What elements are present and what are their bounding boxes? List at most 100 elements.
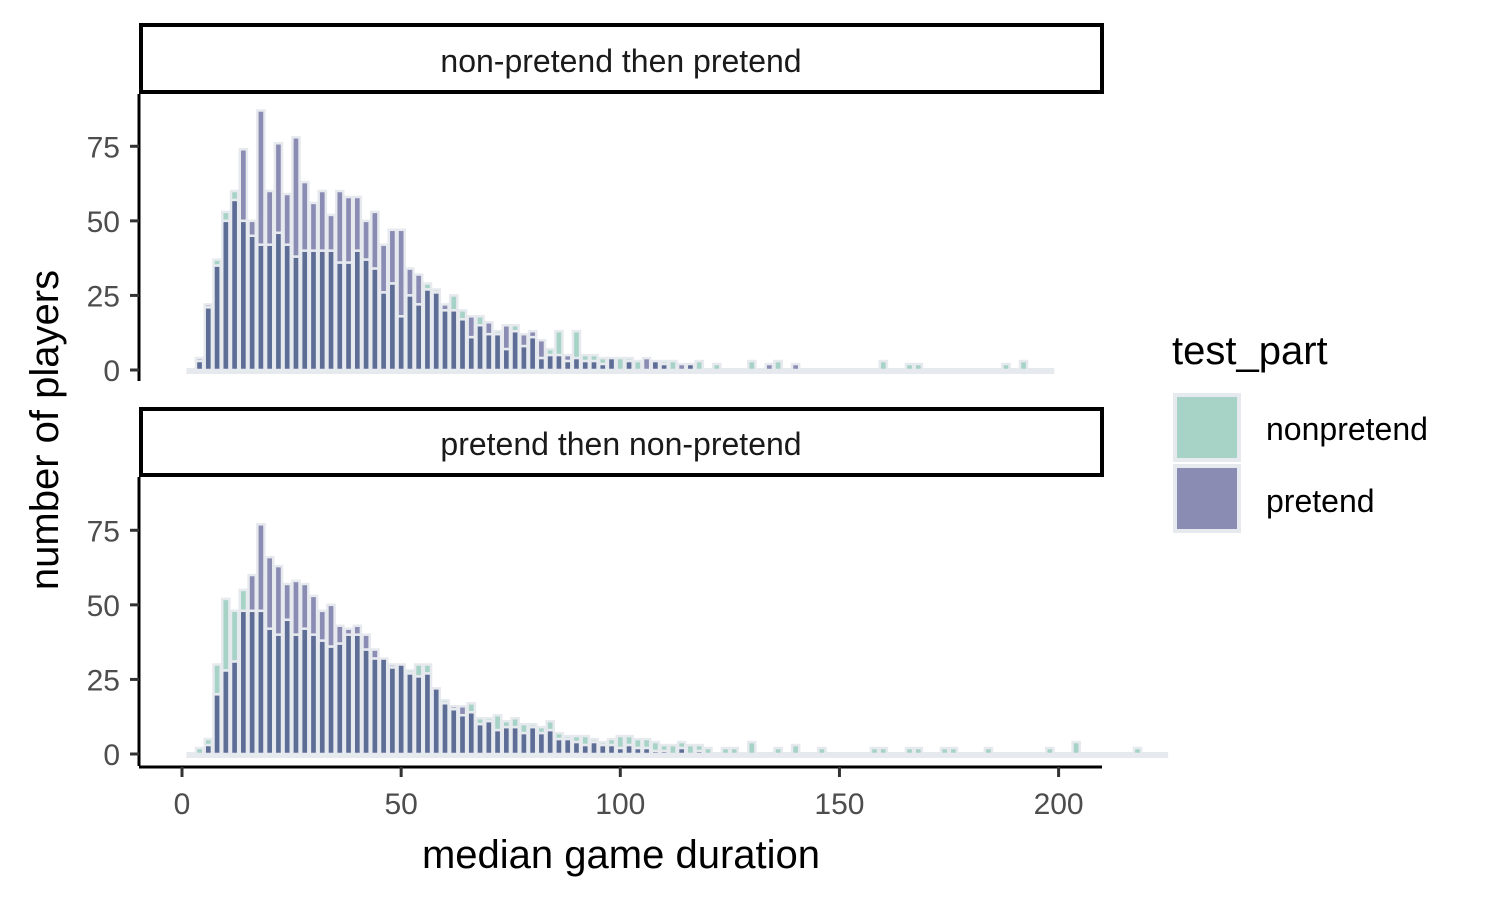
bar-overlap-59 [440,702,450,756]
bar-pretend-105 [641,356,652,372]
bar-nonpretend-99 [615,734,626,750]
bar-overlap-27 [299,249,310,372]
panel-1-strip [139,23,1104,94]
bar-overlap-5 [203,743,214,756]
bar-pretend-65 [466,315,477,339]
bar-nonpretend-165 [904,746,915,756]
bar-nonpretend-75 [510,716,520,729]
bar-overlap-105 [641,746,652,756]
bar-pretend-35 [334,624,345,645]
bar-pretend-21 [273,564,284,636]
bar-overlap-77 [519,344,529,372]
bar-overlap-87 [562,737,573,756]
bar-overlap-61 [448,309,459,372]
bar-overlap-63 [457,713,468,756]
bar-overlap-19 [264,243,275,372]
bar-overlap-55 [422,672,433,756]
bar-overlap-51 [405,294,415,372]
bar-overlap-97 [606,356,617,372]
bar-overlap-77 [519,731,529,756]
legend-swatch-pretend [1173,464,1241,533]
bar-overlap-67 [475,722,485,756]
bar-overlap-93 [589,740,599,756]
panel-2-y-ticks: 0 25 50 75 [87,515,139,772]
bar-overlap-107 [650,359,661,372]
bar-pretend-43 [370,210,380,270]
bar-overlap-9 [220,669,231,756]
y-tick-label: 50 [87,590,120,623]
bar-overlap-59 [440,309,450,372]
bar-nonpretend-125 [729,746,740,756]
bar-overlap-5 [203,306,214,372]
bar-pretend-133 [764,362,775,372]
bar-pretend-43 [370,648,380,660]
bar-overlap-57 [431,291,442,372]
legend-label-nonpretend: nonpretend [1266,411,1428,447]
bar-pretend-15 [247,573,257,613]
panel-2-strip-label: pretend then non-pretend [440,426,801,462]
bar-overlap-37 [343,261,354,372]
bar-nonpretend-129 [746,359,757,372]
bar-pretend-41 [361,633,371,651]
bar-overlap-69 [483,332,494,372]
legend-swatch-nonpretend [1173,393,1241,462]
bar-overlap-89 [571,740,582,756]
panel-1-bars [186,109,1055,374]
bar-nonpretend-67 [475,315,485,327]
bar-overlap-41 [361,258,371,372]
bar-overlap-13 [238,219,249,372]
x-tick-label: 0 [174,788,191,821]
bar-nonpretend-165 [904,362,915,372]
bar-pretend-35 [334,189,345,264]
bar-overlap-45 [378,291,389,372]
y-tick-label: 0 [103,739,120,772]
bar-overlap-49 [396,663,406,756]
bar-pretend-23 [282,192,293,246]
bar-nonpretend-9 [220,597,231,672]
bar-nonpretend-183 [983,746,994,756]
bar-overlap-37 [343,633,354,756]
bar-nonpretend-65 [466,702,477,714]
bar-pretend-139 [790,362,801,372]
bar-pretend-37 [343,195,354,264]
panel-2: pretend then non-pretend 0 25 50 75 0 50 100 1… [87,407,1169,821]
bar-overlap-73 [501,347,512,372]
bar-nonpretend-145 [817,746,827,756]
bar-overlap-107 [650,749,661,756]
bar-overlap-17 [256,243,266,372]
bar-overlap-79 [527,725,538,756]
bar-overlap-39 [352,249,363,372]
bar-overlap-109 [659,749,669,756]
y-tick-label: 25 [87,280,120,313]
bar-pretend-29 [308,594,319,636]
x-tick-label: 200 [1034,788,1084,821]
bar-pretend-29 [308,201,319,252]
bar-overlap-21 [273,633,284,756]
bar-pretend-27 [299,180,310,252]
bar-pretend-13 [238,148,249,223]
bar-overlap-27 [299,627,310,756]
panel-2-bars [186,523,1169,758]
bar-nonpretend-115 [685,743,696,756]
bar-overlap-71 [492,332,503,372]
bar-overlap-117 [694,749,705,756]
bar-nonpretend-101 [624,734,634,747]
bar-nonpretend-105 [641,737,652,750]
bar-nonpretend-77 [519,722,529,735]
y-tick-label: 0 [103,355,120,388]
bar-overlap-15 [247,234,257,372]
legend: test_part nonpretend pretend [1172,329,1428,533]
bar-overlap-89 [571,356,582,372]
bar-overlap-25 [291,255,301,372]
bar-overlap-9 [220,219,231,372]
bar-nonpretend-83 [545,719,556,732]
bar-pretend-77 [519,332,529,348]
bar-overlap-15 [247,609,257,756]
bar-pretend-69 [483,321,494,336]
y-tick-label: 75 [87,515,120,548]
bar-nonpretend-3 [194,746,205,756]
bar-nonpretend-61 [448,294,459,312]
bar-nonpretend-11 [229,609,240,663]
bar-pretend-73 [501,324,512,351]
bar-overlap-95 [597,362,608,372]
